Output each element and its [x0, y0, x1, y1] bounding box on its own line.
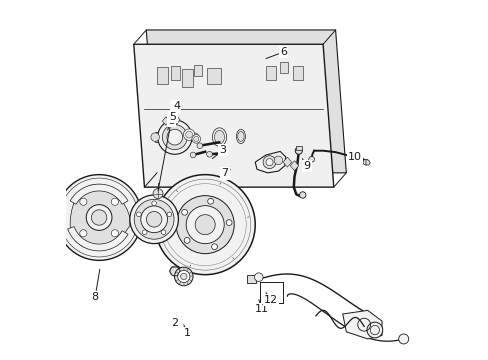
Polygon shape	[162, 117, 169, 125]
Circle shape	[211, 244, 217, 249]
Circle shape	[195, 215, 215, 235]
Text: 9: 9	[302, 158, 310, 171]
Text: 1: 1	[183, 325, 190, 338]
Circle shape	[111, 198, 118, 205]
Text: 6: 6	[265, 47, 286, 59]
Text: 3: 3	[212, 145, 226, 158]
Text: 5: 5	[167, 116, 174, 130]
Polygon shape	[70, 184, 128, 204]
Polygon shape	[173, 116, 180, 124]
Circle shape	[111, 230, 118, 237]
Circle shape	[398, 334, 408, 344]
Circle shape	[254, 273, 263, 282]
Circle shape	[180, 273, 186, 280]
Text: 4: 4	[173, 101, 180, 111]
Circle shape	[80, 198, 87, 205]
Polygon shape	[70, 184, 130, 249]
Circle shape	[363, 159, 368, 165]
Circle shape	[151, 133, 159, 141]
Circle shape	[185, 131, 192, 138]
Polygon shape	[134, 44, 333, 187]
Circle shape	[86, 204, 112, 230]
Text: 11: 11	[255, 300, 269, 314]
Ellipse shape	[237, 131, 244, 141]
Polygon shape	[67, 226, 128, 251]
Text: 12: 12	[264, 293, 278, 305]
Circle shape	[153, 189, 163, 199]
Circle shape	[80, 230, 87, 237]
Polygon shape	[246, 275, 255, 283]
Ellipse shape	[214, 130, 224, 144]
Circle shape	[190, 133, 198, 141]
Circle shape	[155, 175, 255, 275]
Circle shape	[206, 152, 212, 157]
Polygon shape	[255, 152, 285, 173]
Bar	[157, 67, 168, 84]
Text: 8: 8	[91, 269, 100, 302]
Circle shape	[161, 230, 165, 235]
Circle shape	[184, 238, 190, 243]
Circle shape	[176, 195, 234, 254]
Bar	[182, 69, 192, 87]
Circle shape	[299, 192, 305, 198]
Circle shape	[130, 195, 178, 244]
Text: 7: 7	[221, 168, 230, 179]
Circle shape	[197, 143, 203, 149]
Circle shape	[136, 212, 141, 217]
Circle shape	[263, 156, 275, 168]
Bar	[292, 66, 303, 80]
Circle shape	[193, 136, 199, 141]
Circle shape	[141, 206, 167, 233]
Circle shape	[146, 212, 162, 227]
Circle shape	[142, 230, 147, 235]
Circle shape	[91, 210, 106, 225]
Text: 4: 4	[171, 102, 178, 123]
Circle shape	[190, 152, 196, 158]
Bar	[194, 65, 202, 76]
Circle shape	[183, 129, 194, 140]
Polygon shape	[342, 310, 381, 339]
Circle shape	[157, 120, 192, 154]
Circle shape	[207, 198, 213, 204]
Bar	[265, 66, 275, 80]
Circle shape	[56, 175, 142, 260]
Circle shape	[192, 135, 200, 143]
Circle shape	[162, 125, 187, 150]
Text: 10: 10	[347, 152, 361, 162]
Bar	[280, 62, 287, 73]
Polygon shape	[290, 161, 298, 171]
Circle shape	[308, 157, 314, 162]
Bar	[295, 146, 301, 150]
Circle shape	[274, 156, 282, 165]
Circle shape	[174, 267, 193, 286]
Text: 5: 5	[169, 112, 176, 122]
Circle shape	[186, 206, 224, 244]
Circle shape	[265, 158, 272, 166]
Circle shape	[166, 129, 183, 145]
Circle shape	[169, 266, 180, 276]
Circle shape	[151, 201, 156, 206]
Polygon shape	[146, 30, 346, 173]
Bar	[206, 68, 221, 84]
Circle shape	[167, 212, 171, 217]
Circle shape	[295, 147, 302, 154]
Circle shape	[226, 220, 231, 225]
Bar	[171, 66, 180, 80]
Ellipse shape	[236, 129, 245, 144]
Ellipse shape	[212, 128, 226, 147]
Circle shape	[134, 199, 174, 239]
Circle shape	[177, 270, 189, 283]
Polygon shape	[155, 132, 169, 143]
Polygon shape	[283, 157, 291, 167]
Circle shape	[182, 210, 187, 215]
Circle shape	[366, 322, 382, 338]
Polygon shape	[365, 159, 369, 165]
Text: 2: 2	[171, 318, 178, 328]
